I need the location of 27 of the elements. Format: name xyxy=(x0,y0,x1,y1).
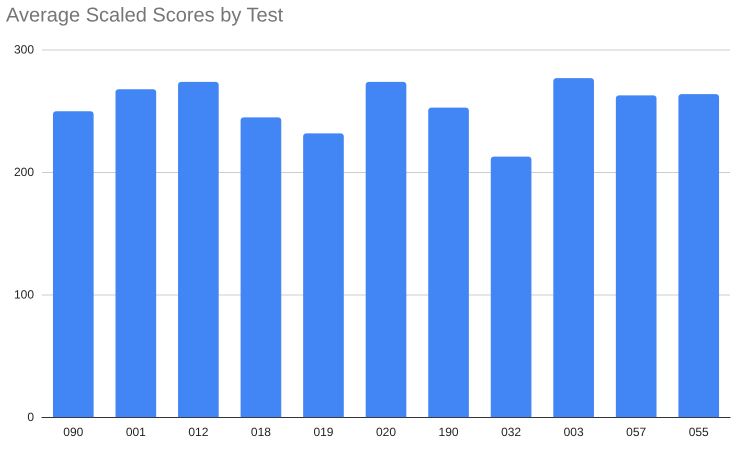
x-tick-label: 032 xyxy=(501,425,522,440)
y-tick-label: 300 xyxy=(14,42,34,56)
x-tick-label: 055 xyxy=(688,425,710,440)
y-tick-label: 200 xyxy=(14,164,34,179)
bar xyxy=(116,89,156,418)
bar xyxy=(678,94,720,418)
chart-title: Average Scaled Scores by Test xyxy=(6,4,284,27)
bar xyxy=(303,133,344,418)
x-tick-label: 057 xyxy=(626,425,647,440)
x-tick-label: 020 xyxy=(376,425,396,440)
x-tick-label: 090 xyxy=(63,425,84,440)
y-tick-label: 100 xyxy=(14,287,34,302)
x-tick-label: 001 xyxy=(126,425,146,440)
bar xyxy=(240,117,282,418)
bar xyxy=(616,95,657,418)
x-tick-label: 018 xyxy=(250,425,272,440)
bar xyxy=(178,82,219,418)
bar xyxy=(52,111,94,418)
bar xyxy=(490,156,532,418)
x-tick-label: 012 xyxy=(188,425,209,440)
bar xyxy=(428,108,469,418)
y-tick-label: 0 xyxy=(27,410,34,424)
bar xyxy=(553,78,594,418)
x-tick-label: 003 xyxy=(564,425,584,440)
bar xyxy=(366,82,406,418)
x-tick-label: 190 xyxy=(438,425,459,440)
x-tick-label: 019 xyxy=(313,425,334,440)
